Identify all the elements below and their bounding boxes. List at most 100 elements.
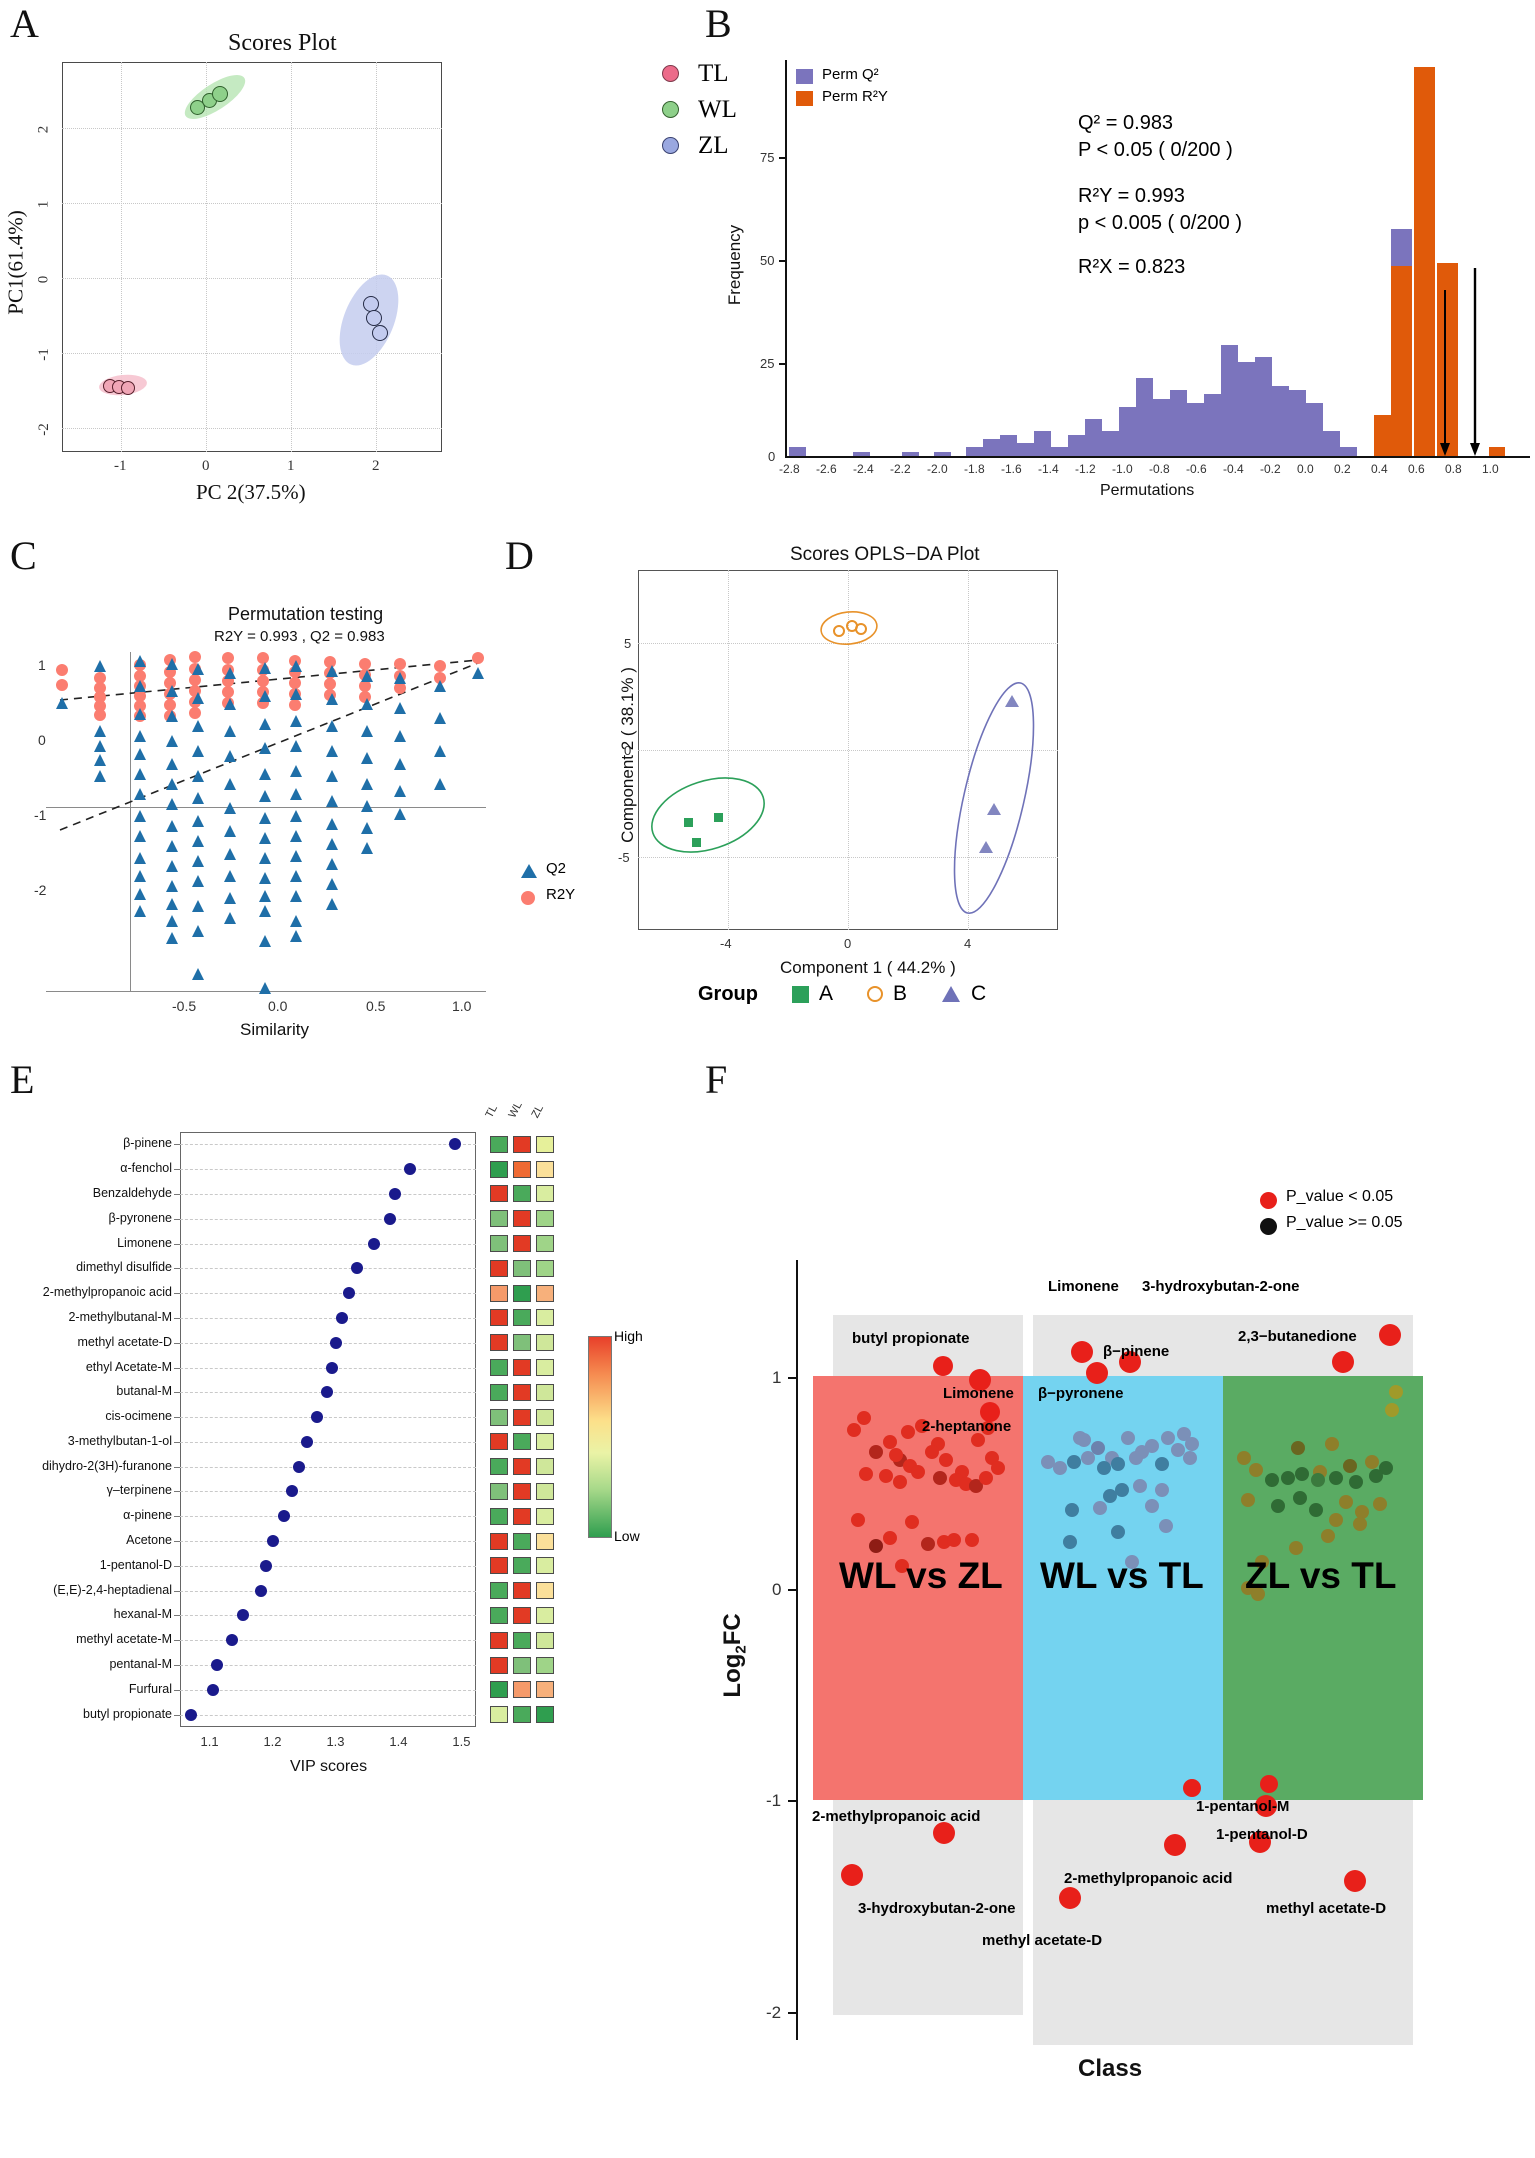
legend-swatch-b xyxy=(867,986,884,1002)
vip-score-point xyxy=(254,1584,267,1597)
gridline-h xyxy=(180,1417,476,1419)
gridline-h xyxy=(180,1293,476,1295)
panel-b-ytick: 25 xyxy=(760,356,775,371)
panel-b-xtick: -0.8 xyxy=(1149,462,1170,476)
panel-c-xlabel: Similarity xyxy=(240,1020,309,1039)
legend-label-nonsignificant: P_value >= 0.05 xyxy=(1286,1214,1403,1231)
vip-feature-label: Limonene xyxy=(117,1235,172,1250)
panel-d-xtick: -4 xyxy=(720,936,732,951)
panel-f-ylabel: Log2FC xyxy=(718,1613,750,1698)
panel-f-annotation: 2-heptanone xyxy=(922,1418,1012,1435)
panel-b-xtick: 0.4 xyxy=(1371,462,1388,476)
gridline-h xyxy=(180,1193,476,1195)
tick-mark xyxy=(788,2012,797,2014)
hist-bar-q2 xyxy=(1272,386,1289,456)
heatmap-cell xyxy=(490,1482,508,1500)
heatmap-cell xyxy=(513,1309,531,1327)
panel-label-c: C xyxy=(10,533,37,578)
heatmap-cell xyxy=(490,1706,508,1724)
vip-feature-label: dihydro-2(3H)-furanone xyxy=(42,1458,172,1473)
panel-a-xtick: 1 xyxy=(287,458,295,474)
hist-bar-q2 xyxy=(789,447,806,456)
panel-b-annotation: R²Y = 0.993 xyxy=(1078,185,1185,207)
tick-mark xyxy=(174,1342,180,1344)
panel-f-ytick: 0 xyxy=(772,1580,782,1599)
gridline-h xyxy=(180,1169,476,1171)
hist-bar-q2 xyxy=(1204,394,1221,456)
panel-d-group-label: Group xyxy=(698,982,758,1005)
gridline-h xyxy=(180,1714,476,1716)
hist-bar-q2 xyxy=(966,447,983,456)
panel-f-ytick: 1 xyxy=(772,1368,782,1387)
hist-bar-q2 xyxy=(1323,431,1340,456)
panel-c-r2y-points xyxy=(56,651,484,722)
panel-b: 75 50 25 0 Frequency Permutations Perm Q… xyxy=(700,0,1535,520)
heatmap-cell xyxy=(536,1458,554,1476)
heatmap-cell xyxy=(536,1135,554,1153)
vip-feature-label: methyl acetate-M xyxy=(76,1632,172,1647)
panel-c-xtick: 0.5 xyxy=(366,998,386,1014)
panel-f-yaxis xyxy=(796,1260,799,2040)
vip-score-point xyxy=(335,1311,348,1324)
heatmap-cell xyxy=(490,1210,508,1228)
panel-c-scatter xyxy=(56,651,484,994)
heatmap-cell xyxy=(513,1458,531,1476)
panel-f-annotation: 3-hydroxybutan-2-one xyxy=(858,1900,1016,1917)
gridline-h xyxy=(638,857,1058,858)
tick-mark xyxy=(174,1565,180,1567)
panel-a-title: Scores Plot xyxy=(228,30,337,56)
gridline-v xyxy=(206,62,207,452)
vip-feature-label: β-pyronene xyxy=(108,1210,172,1225)
panel-f-group-label-wl-tl: WL vs TL xyxy=(1040,1555,1204,1596)
heatmap-cell xyxy=(490,1359,508,1377)
vip-score-point xyxy=(403,1163,416,1176)
panel-a-xtick: 2 xyxy=(372,458,380,474)
vip-feature-label: hexanal-M xyxy=(113,1607,172,1622)
panel-b-yaxis xyxy=(785,60,787,456)
heatmap-cell xyxy=(490,1259,508,1277)
panel-b-ytick: 0 xyxy=(768,449,776,464)
panel-e-xtick: 1.4 xyxy=(389,1734,408,1749)
points-wl-vs-zl xyxy=(847,1411,1005,1573)
points-wl-vs-tl xyxy=(1041,1427,1199,1569)
panel-c-ytick: -1 xyxy=(34,807,47,823)
hist-bar-q2 xyxy=(1306,403,1323,456)
legend-swatch-significant xyxy=(1260,1192,1277,1209)
legend-label-wl: WL xyxy=(698,96,737,123)
tick-mark xyxy=(174,1441,180,1443)
panel-d-group-legend: Group A B C xyxy=(698,982,986,1006)
points-zl-vs-tl xyxy=(1237,1385,1403,1601)
panel-a-xlabel: PC 2(37.5%) xyxy=(196,480,306,504)
panel-b-xaxis xyxy=(785,456,1530,458)
heatmap-cell xyxy=(513,1185,531,1203)
panel-b-xtick: 0.8 xyxy=(1445,462,1462,476)
panel-b-xtick: -0.4 xyxy=(1223,462,1244,476)
vip-score-point xyxy=(350,1262,363,1275)
legend-swatch-r2y xyxy=(521,891,535,905)
vip-feature-label: 2-methylpropanoic acid xyxy=(42,1285,172,1300)
heatmap-cell xyxy=(513,1532,531,1550)
heatmap-cell xyxy=(513,1135,531,1153)
hist-bar-r2y xyxy=(1437,263,1458,456)
panel-b-ytick: 50 xyxy=(760,253,775,268)
gridline-h xyxy=(180,1665,476,1667)
panel-e-xtick: 1.1 xyxy=(200,1734,219,1749)
heatmap-cell xyxy=(490,1681,508,1699)
data-point-tl xyxy=(121,381,135,395)
panel-a-xtick: 0 xyxy=(202,458,210,474)
vip-feature-label: γ–terpinene xyxy=(106,1483,172,1498)
legend-swatch-c xyxy=(942,986,961,1002)
panel-b-xtick: -2.6 xyxy=(816,462,837,476)
gridline-h xyxy=(180,1243,476,1245)
vip-score-point xyxy=(266,1535,279,1548)
panel-label-a: A xyxy=(10,1,39,46)
panel-f-ytick: -1 xyxy=(766,1791,782,1810)
gridline-h xyxy=(180,1615,476,1617)
vip-score-point xyxy=(210,1659,223,1672)
panel-d-ytick: 0 xyxy=(624,743,632,758)
panel-b-xtick: 0.2 xyxy=(1334,462,1351,476)
gridline-h xyxy=(638,750,1058,751)
heatmap-cell xyxy=(513,1284,531,1302)
panel-f-annotation: 1-pentanol-M xyxy=(1196,1798,1290,1815)
gridline-h xyxy=(62,353,442,354)
